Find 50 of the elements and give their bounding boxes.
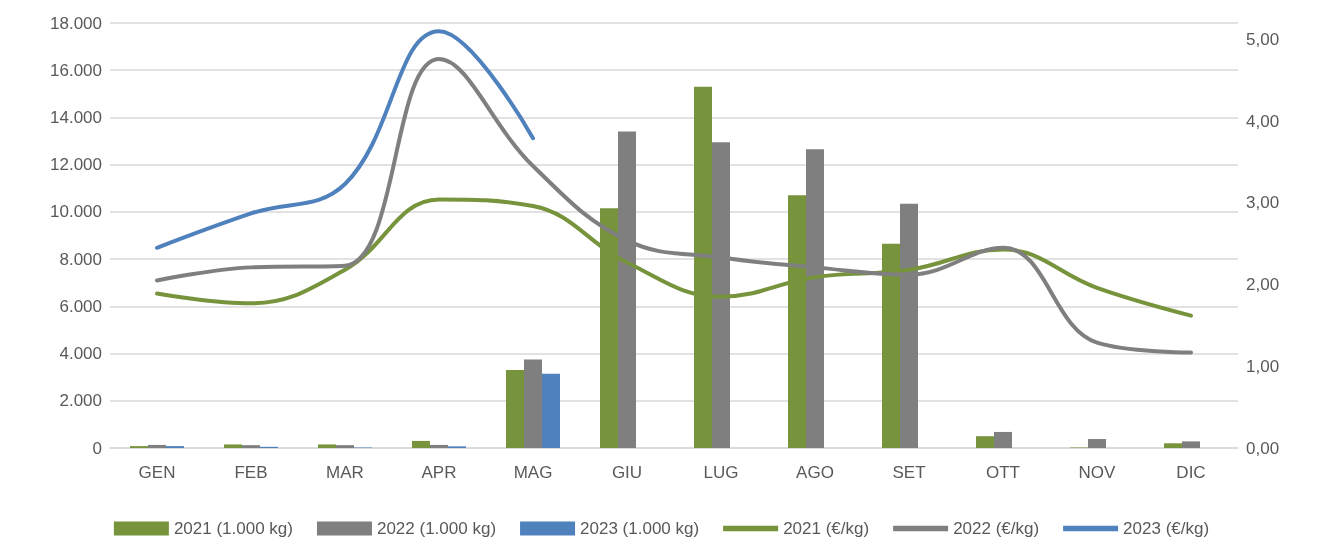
- legend-label: 2021 (€/kg): [783, 519, 870, 538]
- y-tick-label: 0: [92, 438, 102, 458]
- y-tick-label: 4.000: [59, 344, 102, 364]
- bar: [1088, 439, 1106, 448]
- x-tick-label: MAR: [326, 463, 364, 482]
- y2-tick-label: 2,00: [1246, 275, 1280, 295]
- x-tick-label: OTT: [986, 463, 1020, 482]
- bar: [242, 445, 260, 448]
- bar: [506, 370, 524, 448]
- line-series: [155, 29, 535, 250]
- x-tick-label: DIC: [1176, 463, 1206, 482]
- x-tick-label: SET: [892, 463, 926, 482]
- x-tick-label: AGO: [796, 463, 834, 482]
- bar: [412, 440, 430, 448]
- bar: [524, 359, 542, 448]
- bar: [994, 431, 1012, 448]
- y2-tick-label: 4,00: [1246, 111, 1280, 131]
- bar: [976, 436, 994, 448]
- y-tick-label: 12.000: [50, 155, 102, 175]
- y-tick-label: 6.000: [59, 296, 102, 316]
- y-tick-label: 14.000: [50, 107, 102, 127]
- bar: [336, 445, 354, 448]
- legend-label: 2022 (€/kg): [953, 519, 1040, 538]
- y2-tick-label: 5,00: [1246, 29, 1280, 49]
- legend-label: 2023 (1.000 kg): [580, 519, 700, 538]
- y-tick-label: 16.000: [50, 60, 102, 80]
- bar: [1164, 443, 1182, 448]
- x-tick-label: GIU: [611, 463, 643, 482]
- legend-label: 2022 (1.000 kg): [376, 519, 497, 538]
- legend-label: 2021 (1.000 kg): [173, 519, 293, 538]
- x-tick-label: LUG: [703, 463, 739, 482]
- y-tick-label: 18.000: [50, 13, 102, 33]
- x-tick-label: NOV: [1078, 463, 1117, 482]
- y2-tick-label: 1,00: [1246, 356, 1280, 376]
- x-tick-label: MAG: [513, 463, 553, 482]
- y-tick-label: 10.000: [50, 202, 102, 222]
- bar: [224, 444, 242, 448]
- bar: [148, 444, 166, 448]
- bar: [1182, 441, 1200, 448]
- y-tick-label: 2.000: [59, 391, 102, 411]
- bar: [542, 373, 560, 448]
- x-tick-label: FEB: [234, 463, 268, 482]
- x-tick-label: GEN: [138, 463, 176, 482]
- bar: [318, 444, 336, 448]
- y2-tick-label: 3,00: [1246, 193, 1280, 213]
- x-tick-label: APR: [421, 463, 457, 482]
- bar: [430, 444, 448, 448]
- legend-label: 2023 (€/kg): [1123, 519, 1210, 538]
- y2-tick-label: 0,00: [1246, 438, 1280, 458]
- y-tick-label: 8.000: [59, 249, 102, 269]
